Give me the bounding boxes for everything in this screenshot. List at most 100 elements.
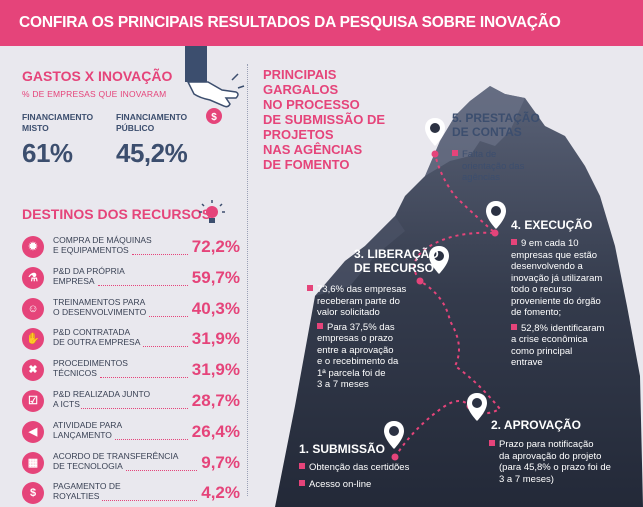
step5-text-line1: Falta de <box>462 149 497 160</box>
step4-text-a3: desenvolvendo a <box>511 261 583 272</box>
step4-text-b1: 52,8% identificaram <box>521 322 605 334</box>
destino-label: P&D CONTRATADA DE OUTRA EMPRESA <box>53 327 203 347</box>
flask-icon: ⚗ <box>22 266 44 289</box>
bullet-icon <box>511 239 517 245</box>
destino-label: P&D DA PRÓPRIA EMPRESA <box>53 266 203 286</box>
destino-label-line2: EMPRESA <box>53 275 95 286</box>
destino-row: ✋ P&D CONTRATADA DE OUTRA EMPRESA 31,9% <box>22 326 240 356</box>
destino-label-line2: A ICTs <box>53 399 80 409</box>
step3-text-b4: e o recebimento da <box>317 356 399 367</box>
pin-icon-step2 <box>467 393 487 421</box>
gargalos-title: PRINCIPAIS GARGALOS NO PROCESSO DE SUBMI… <box>263 67 413 172</box>
dotted-leader <box>97 284 188 286</box>
step3-text-b1: Para 37,5% das <box>327 321 395 333</box>
step3-text-b5: 1ª parcela foi de <box>317 367 386 379</box>
bullet-icon <box>299 463 305 469</box>
step5-text: Falta de orientação das agências <box>452 149 524 184</box>
destino-label: PAGAMENTO DE ROYALTIES <box>53 481 203 501</box>
gargalos-title-line1: PRINCIPAIS GARGALOS <box>263 67 339 97</box>
step4-text-a1: 9 em cada 10 <box>521 238 579 249</box>
step3-text-b3: entre a aprovação <box>317 344 394 356</box>
step3-text-a1: 73,6% das empresas <box>317 284 407 295</box>
bullet-icon <box>307 285 313 291</box>
destino-label-line2: TÉCNICOS <box>53 368 97 379</box>
destino-row: ⚗ P&D DA PRÓPRIA EMPRESA 59,7% <box>22 265 240 295</box>
gear-icon: ✹ <box>22 236 44 258</box>
destino-label-line1: PAGAMENTO DE <box>53 481 121 492</box>
misto-label: FINANCIAMENTO MISTO <box>22 112 93 134</box>
step4-text-b3: como principal <box>511 345 573 357</box>
step3-text-a2: receberam parte do <box>317 295 400 307</box>
destino-label-line1: P&D CONTRATADA <box>53 327 131 338</box>
dotted-leader <box>143 345 188 348</box>
destino-label-line2: LANÇAMENTO <box>53 429 112 440</box>
step2-text-a2: da aprovação do projeto <box>499 450 602 462</box>
clipboard-icon: ☑ <box>22 390 44 412</box>
destino-value: 26,4% <box>191 421 240 441</box>
destino-label: P&D REALIZADA JUNTO A ICTs <box>53 389 203 409</box>
header-banner: CONFIRA OS PRINCIPAIS RESULTADOS DA PESQ… <box>0 0 643 46</box>
step2-title: 2. APROVAÇÃO <box>491 418 582 432</box>
misto-label-line2: MISTO <box>22 123 49 133</box>
destino-row: ◀ ATIVIDADE PARA LANÇAMENTO 26,4% <box>22 419 240 449</box>
step5-text-line2: orientação das <box>462 160 525 172</box>
step3-text-b2: empresas o prazo <box>317 333 394 344</box>
step1-text-a1: Obtenção das certidões <box>309 462 410 473</box>
step1-text: Obtenção das certidões Acesso on-line <box>299 462 449 490</box>
people-icon: ☺ <box>22 297 44 320</box>
publico-label-line1: FINANCIAMENTO <box>116 112 188 122</box>
destino-value: 4,2% <box>201 483 240 503</box>
publico-label: FINANCIAMENTO PÚBLICO <box>116 112 187 134</box>
step1-title: 1. SUBMISSÃO <box>299 442 386 456</box>
destino-value: 31,9% <box>191 360 240 380</box>
gargalos-title-line3: DE SUBMISSÃO DE <box>263 112 386 127</box>
destino-row: ☺ TREINAMENTOS PARA O DESENVOLVIMENTO 40,3% <box>22 296 240 326</box>
step3-text-b6: 3 a 7 meses <box>317 379 369 390</box>
dotted-leader <box>149 315 188 317</box>
step4-text-a6: proveniente do órgão <box>511 295 601 307</box>
step4-text: 9 em cada 10 empresas que estão desenvol… <box>511 238 639 369</box>
misto-value: 61% <box>22 138 73 168</box>
step5-text-line3: agências <box>462 172 501 183</box>
handshake-icon: ✋ <box>22 328 44 351</box>
destino-label: PROCEDIMENTOS TÉCNICOS <box>53 358 203 378</box>
destino-row: ✖ PROCEDIMENTOS TÉCNICOS 31,9% <box>22 357 240 387</box>
publico-label-line2: PÚBLICO <box>116 123 155 133</box>
step5-title: 5. PRESTAÇÃO DE CONTAS <box>452 111 540 139</box>
bullet-icon <box>299 479 305 486</box>
destino-row: ▦ ACORDO DE TRANSFERÊNCIA DE TECNOLOGIA 9,7… <box>22 450 240 480</box>
page-title: CONFIRA OS PRINCIPAIS RESULTADOS DA PESQ… <box>19 14 561 31</box>
destino-value: 31,9% <box>191 329 240 349</box>
dollar-icon: $ <box>22 482 44 505</box>
destino-label-line1: PROCEDIMENTOS <box>53 358 128 369</box>
step2-text-a1: Prazo para notificação <box>499 439 594 450</box>
column-divider <box>247 64 248 496</box>
dotted-leader <box>131 253 188 255</box>
destino-label-line2: DE TECNOLOGIA <box>53 460 123 471</box>
step4-text-a2: empresas que estão <box>511 249 598 261</box>
destino-label-line2: O DESENVOLVIMENTO <box>53 306 147 317</box>
step4-text-a7: de fomento; <box>511 307 562 318</box>
bullet-icon <box>489 440 495 446</box>
megaphone-icon: ◀ <box>22 420 44 443</box>
chip-icon: ▦ <box>22 451 44 474</box>
publico-value: 45,2% <box>116 138 188 168</box>
step4-text-b2: a crise econômica <box>511 334 588 345</box>
step5-title-line1: 5. PRESTAÇÃO <box>452 111 540 125</box>
destino-value: 72,2% <box>191 237 240 256</box>
destino-label-line1: ACORDO DE TRANSFERÊNCIA <box>53 450 179 461</box>
gastos-title: GASTOS X INOVAÇÃO <box>22 68 173 84</box>
gargalos-title-line4: PROJETOS <box>263 127 334 142</box>
step3-title-line2: DE RECURSO <box>354 261 435 275</box>
destino-label: ATIVIDADE PARA LANÇAMENTO <box>53 420 203 440</box>
destino-label-line2: E EQUIPAMENTOS <box>53 245 129 255</box>
destinos-title: DESTINOS DOS RECURSOS <box>22 206 212 222</box>
dotted-leader <box>80 407 188 409</box>
step3-text-a3: valor solicitado <box>317 307 380 318</box>
misto-label-line1: FINANCIAMENTO <box>22 112 94 122</box>
destino-row: ✹ COMPRA DE MÁQUINAS E EQUIPAMENTOS 72,2% <box>22 234 240 264</box>
pin-icon-step5 <box>425 118 445 146</box>
destino-label-line1: ATIVIDADE PARA <box>53 419 123 430</box>
pin-icon-step1 <box>384 421 404 449</box>
destino-value: 28,7% <box>191 391 240 410</box>
